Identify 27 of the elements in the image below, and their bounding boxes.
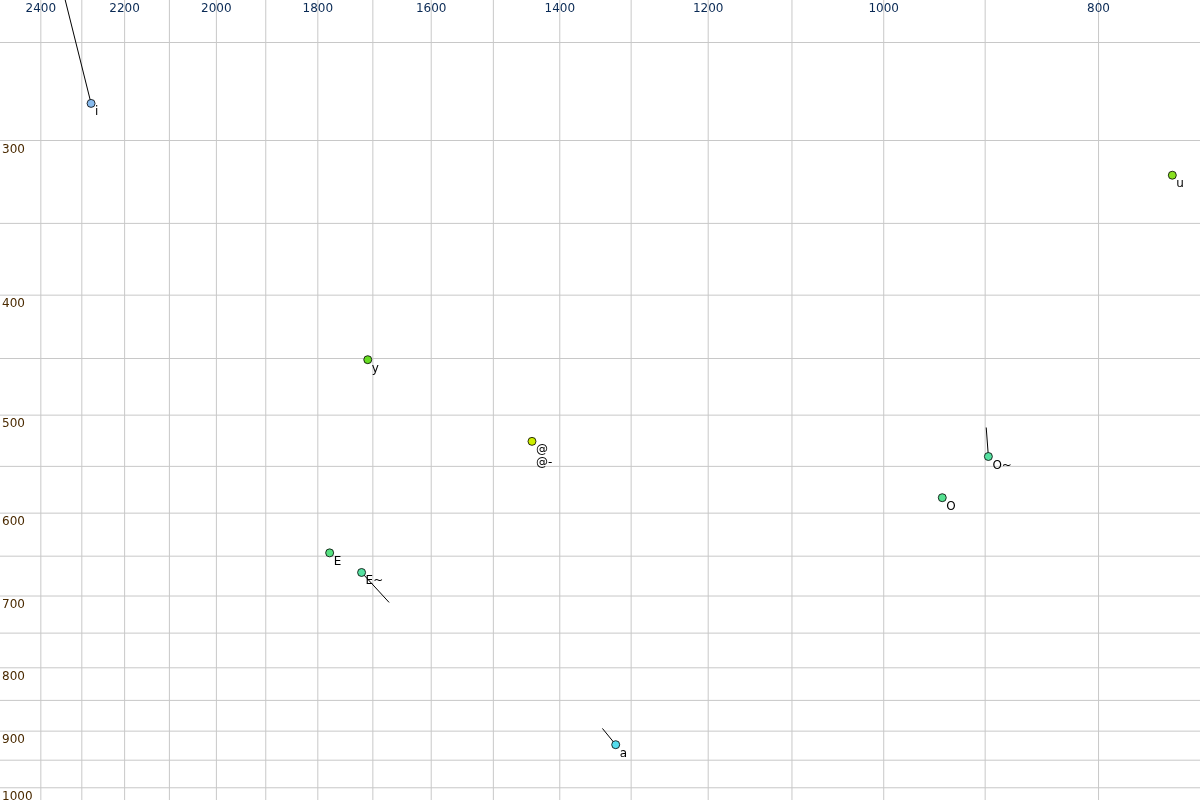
annotation: E~ (365, 573, 384, 588)
y-tick-label: 700 (2, 597, 25, 612)
x-tick-label: 1200 (692, 1, 724, 15)
x-tick-label: 1400 (544, 1, 576, 15)
annotation: @ (535, 442, 548, 457)
x-tick-label: 800 (1087, 1, 1111, 15)
x-tick-label: 2400 (25, 1, 57, 15)
annotation: E (333, 553, 342, 568)
x-tick-label: 2000 (201, 1, 232, 15)
y-tick-label: 600 (2, 514, 25, 529)
x-tick-label: 1800 (302, 1, 334, 15)
x-tick-label: 2200 (109, 1, 140, 15)
y-tick-label: 900 (2, 732, 25, 747)
y-tick-label: 400 (2, 296, 25, 311)
annotation: O (946, 498, 956, 513)
y-tick-label: 500 (2, 416, 25, 431)
annotation: u (1176, 176, 1184, 191)
y-tick-label: 1000 (2, 788, 33, 800)
annotation: i (95, 104, 99, 119)
annotation: a (619, 745, 628, 760)
annotation: O~ (992, 457, 1012, 472)
x-tick-label: 1000 (868, 1, 899, 15)
x-tick-label: 1600 (415, 1, 447, 15)
y-tick-label: 300 (2, 141, 25, 156)
annotation: @- (535, 455, 553, 470)
annotation: y (371, 360, 379, 375)
y-tick-label: 800 (2, 668, 25, 683)
